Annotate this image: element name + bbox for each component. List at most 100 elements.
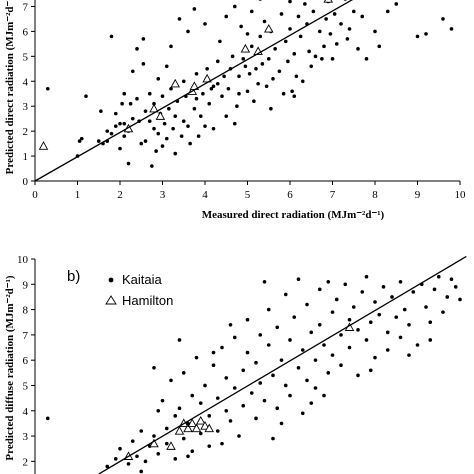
data-point-triangle xyxy=(191,423,202,433)
data-point-dot xyxy=(156,131,161,136)
data-point-dot xyxy=(188,141,192,146)
data-point-dot xyxy=(186,454,190,459)
data-point-dot xyxy=(296,365,301,370)
x-tick-label: 4 xyxy=(202,189,208,201)
data-point-dot xyxy=(258,34,263,39)
data-point-dot xyxy=(249,9,254,14)
x-tick-label: 0 xyxy=(32,189,38,201)
data-point-dot xyxy=(249,44,254,49)
data-point-triangle xyxy=(187,418,198,428)
data-point-dot xyxy=(169,44,173,49)
data-point-dot xyxy=(235,104,239,108)
y-tick-label: 5 xyxy=(23,51,29,63)
data-point-dot xyxy=(309,64,314,69)
data-point-dot xyxy=(152,434,156,438)
data-point-dot xyxy=(164,426,169,431)
x-tick-label: 7 xyxy=(330,189,336,201)
data-point-dot xyxy=(402,307,407,312)
panel-b-label: b) xyxy=(67,268,80,285)
x-tick-label: 5 xyxy=(245,189,251,201)
panel-b-y-axis-label: Predicted diffuse radiation (MJm⁻²d⁻¹) xyxy=(4,275,16,460)
data-point-dot xyxy=(290,89,294,94)
panel-a-direct-radiation: 0 1 2 3 4 5 6 7 8 9 10 0 1 2 3 4 5 6 7 Measured direct ra… xyxy=(4,0,466,221)
data-point-dot xyxy=(275,325,280,330)
data-point-dot xyxy=(288,0,292,4)
data-point-dot xyxy=(364,338,369,342)
data-point-dot xyxy=(215,396,220,400)
data-point-dot xyxy=(305,378,309,383)
panel-b-regression-line xyxy=(98,255,467,474)
data-point-dot xyxy=(428,320,433,325)
data-point-dot xyxy=(224,376,229,380)
x-tick-label: 10 xyxy=(455,189,467,201)
y-tick-label: 9 xyxy=(23,279,29,291)
data-point-dot xyxy=(143,139,148,143)
data-point-dot xyxy=(330,353,335,357)
data-point-dot xyxy=(271,76,275,81)
data-point-dot xyxy=(164,64,169,69)
data-point-dot xyxy=(181,436,186,441)
data-point-dot xyxy=(45,86,50,91)
legend-kaitaia-label: Kaitaia xyxy=(122,272,163,287)
data-point-dot xyxy=(441,310,445,314)
y-tick-label: 3 xyxy=(23,431,29,443)
data-point-dot xyxy=(147,119,152,123)
data-point-dot xyxy=(211,84,216,89)
data-point-dot xyxy=(351,305,356,309)
data-point-dot xyxy=(279,358,284,362)
data-point-dot xyxy=(143,459,148,464)
y-tick-label: 1 xyxy=(23,151,29,163)
data-point-dot xyxy=(377,44,382,49)
data-point-dot xyxy=(347,317,352,322)
data-point-dot xyxy=(317,322,322,327)
data-point-dot xyxy=(190,449,195,454)
data-point-triangle xyxy=(174,426,185,435)
data-point-dot xyxy=(269,106,273,111)
data-point-dot xyxy=(207,414,212,418)
data-point-dot xyxy=(224,408,229,413)
data-point-dot xyxy=(449,277,454,282)
data-point-dot xyxy=(186,29,190,34)
data-point-dot xyxy=(245,317,250,322)
data-point-dot xyxy=(339,22,343,26)
data-point-dot xyxy=(294,74,299,79)
data-point-dot xyxy=(113,457,118,461)
data-point-dot xyxy=(351,9,356,14)
data-point-dot xyxy=(317,29,322,34)
y-tick-label: 4 xyxy=(23,76,29,88)
data-point-dot xyxy=(45,416,50,421)
data-point-dot xyxy=(173,114,178,118)
data-point-dot xyxy=(220,345,224,350)
data-point-dot xyxy=(203,383,207,388)
data-point-dot xyxy=(245,89,250,94)
data-point-dot xyxy=(279,421,284,426)
data-point-triangle xyxy=(149,438,159,448)
data-point-dot xyxy=(394,315,399,319)
data-point-dot xyxy=(164,441,169,446)
data-point-dot xyxy=(298,34,303,39)
data-point-dot xyxy=(96,139,101,143)
data-point-dot xyxy=(162,121,167,126)
data-point-dot xyxy=(167,106,171,111)
data-point-dot xyxy=(118,146,122,151)
data-point-dot xyxy=(177,338,182,342)
data-point-dot xyxy=(77,139,82,143)
data-point-dot xyxy=(262,279,267,284)
data-point-dot xyxy=(192,106,197,111)
data-point-dot xyxy=(262,398,267,403)
data-point-dot xyxy=(209,86,214,91)
data-point-dot xyxy=(313,386,318,390)
y-tick-label: 4 xyxy=(23,406,29,418)
data-point-dot xyxy=(445,295,450,299)
data-point-dot xyxy=(203,124,207,128)
data-point-dot xyxy=(215,81,220,86)
data-point-dot xyxy=(343,282,348,287)
data-point-dot xyxy=(245,32,250,36)
data-point-dot xyxy=(171,126,175,131)
data-point-dot xyxy=(237,434,241,438)
data-point-dot xyxy=(169,378,173,383)
data-point-dot xyxy=(360,290,365,294)
data-point-dot xyxy=(266,343,271,347)
panel-a-x-axis-label: Measured direct radiation (MJm⁻²d⁻¹) xyxy=(202,209,385,221)
data-point-dot xyxy=(177,17,182,21)
